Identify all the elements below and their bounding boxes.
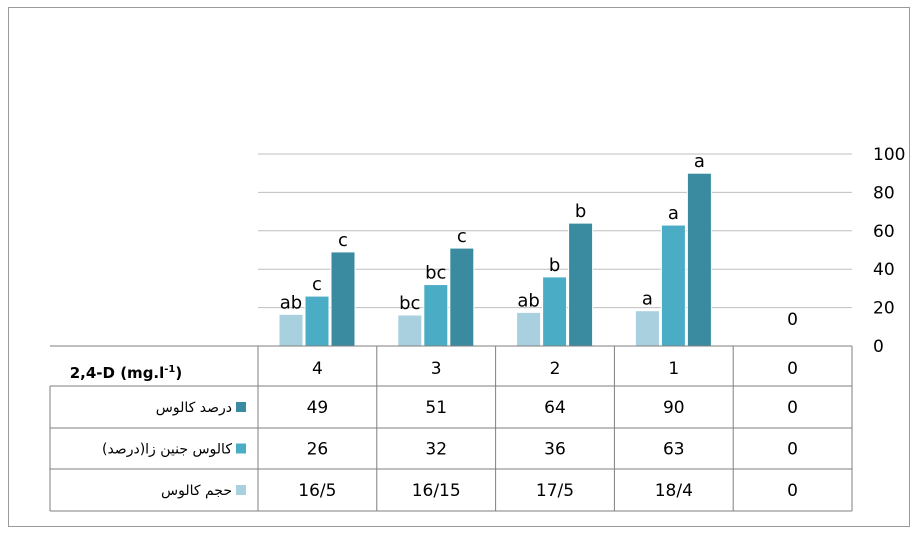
bar	[516, 311, 542, 347]
bar	[423, 284, 449, 347]
significance-letter: a	[694, 151, 705, 172]
table-cell: 16/15	[412, 481, 461, 501]
y-tick-label: 80	[873, 183, 895, 203]
significance-letter: ab	[280, 292, 302, 313]
significance-letter: ab	[517, 290, 539, 311]
legend-key	[236, 443, 246, 454]
x-axis-title-sup: -1	[164, 364, 175, 375]
bar	[634, 310, 660, 347]
table-cell: 64	[544, 398, 566, 418]
category-label: 1	[668, 359, 679, 379]
table-cell: 0	[787, 481, 798, 501]
significance-letter: bc	[399, 293, 420, 314]
y-tick-label: 20	[873, 299, 895, 319]
table-cell: 16/5	[298, 481, 336, 501]
legend-label: حجم کالوس	[161, 483, 232, 499]
bar	[397, 314, 423, 347]
legend-key	[236, 402, 246, 412]
table-cell: 49	[307, 398, 329, 418]
significance-letter: c	[312, 274, 322, 295]
gridlines	[258, 153, 852, 309]
table-cell: 26	[307, 440, 329, 460]
x-axis-title-main: 2,4-D (mg.l	[70, 364, 165, 382]
bar	[660, 224, 686, 347]
y-tick-label: 0	[873, 337, 884, 357]
significance-letter: a	[642, 289, 653, 310]
bar	[568, 222, 594, 347]
y-axis: 0 20 40 60 80 100	[873, 145, 905, 357]
chart-frame: ab c c bc bc c ab b b a a a 0 0 20 40 60 80 100 2,4-D (mg…	[8, 7, 910, 527]
legend-label: کالوس جنین زا(درصد)	[102, 442, 232, 458]
table-cell: 36	[544, 440, 566, 460]
bar	[542, 276, 568, 347]
y-tick-label: 100	[873, 145, 905, 165]
bar	[686, 172, 712, 347]
x-axis-title: 2,4-D (mg.l-1)	[70, 364, 183, 382]
table-cell: 18/4	[655, 481, 693, 501]
significance-letter: c	[338, 230, 348, 251]
table-cell: 63	[663, 440, 685, 460]
bar	[278, 313, 304, 347]
legend-label: درصد کالوس	[156, 400, 232, 416]
legend-key	[236, 485, 246, 495]
bar	[330, 251, 356, 347]
significance-letter: b	[575, 201, 586, 222]
bars	[278, 172, 712, 347]
category-label: 2	[550, 359, 561, 379]
significance-letter: a	[668, 203, 679, 224]
significance-letter: b	[549, 255, 560, 276]
x-axis-title-close: )	[175, 364, 182, 382]
y-tick-label: 60	[873, 222, 895, 242]
category-label: 0	[787, 359, 798, 379]
significance-letter: c	[457, 226, 467, 247]
table-cell: 0	[787, 398, 798, 418]
category-label: 4	[312, 359, 323, 379]
table-cell: 0	[787, 440, 798, 460]
table-cell: 17/5	[536, 481, 574, 501]
table-cell: 90	[663, 398, 685, 418]
y-tick-label: 40	[873, 260, 895, 280]
data-label: 0	[787, 310, 798, 330]
bar	[449, 247, 475, 347]
category-label: 3	[431, 359, 442, 379]
significance-letter: bc	[425, 263, 446, 284]
table-cell: 51	[425, 398, 447, 418]
table-cell: 32	[425, 440, 447, 460]
bar	[304, 295, 330, 347]
